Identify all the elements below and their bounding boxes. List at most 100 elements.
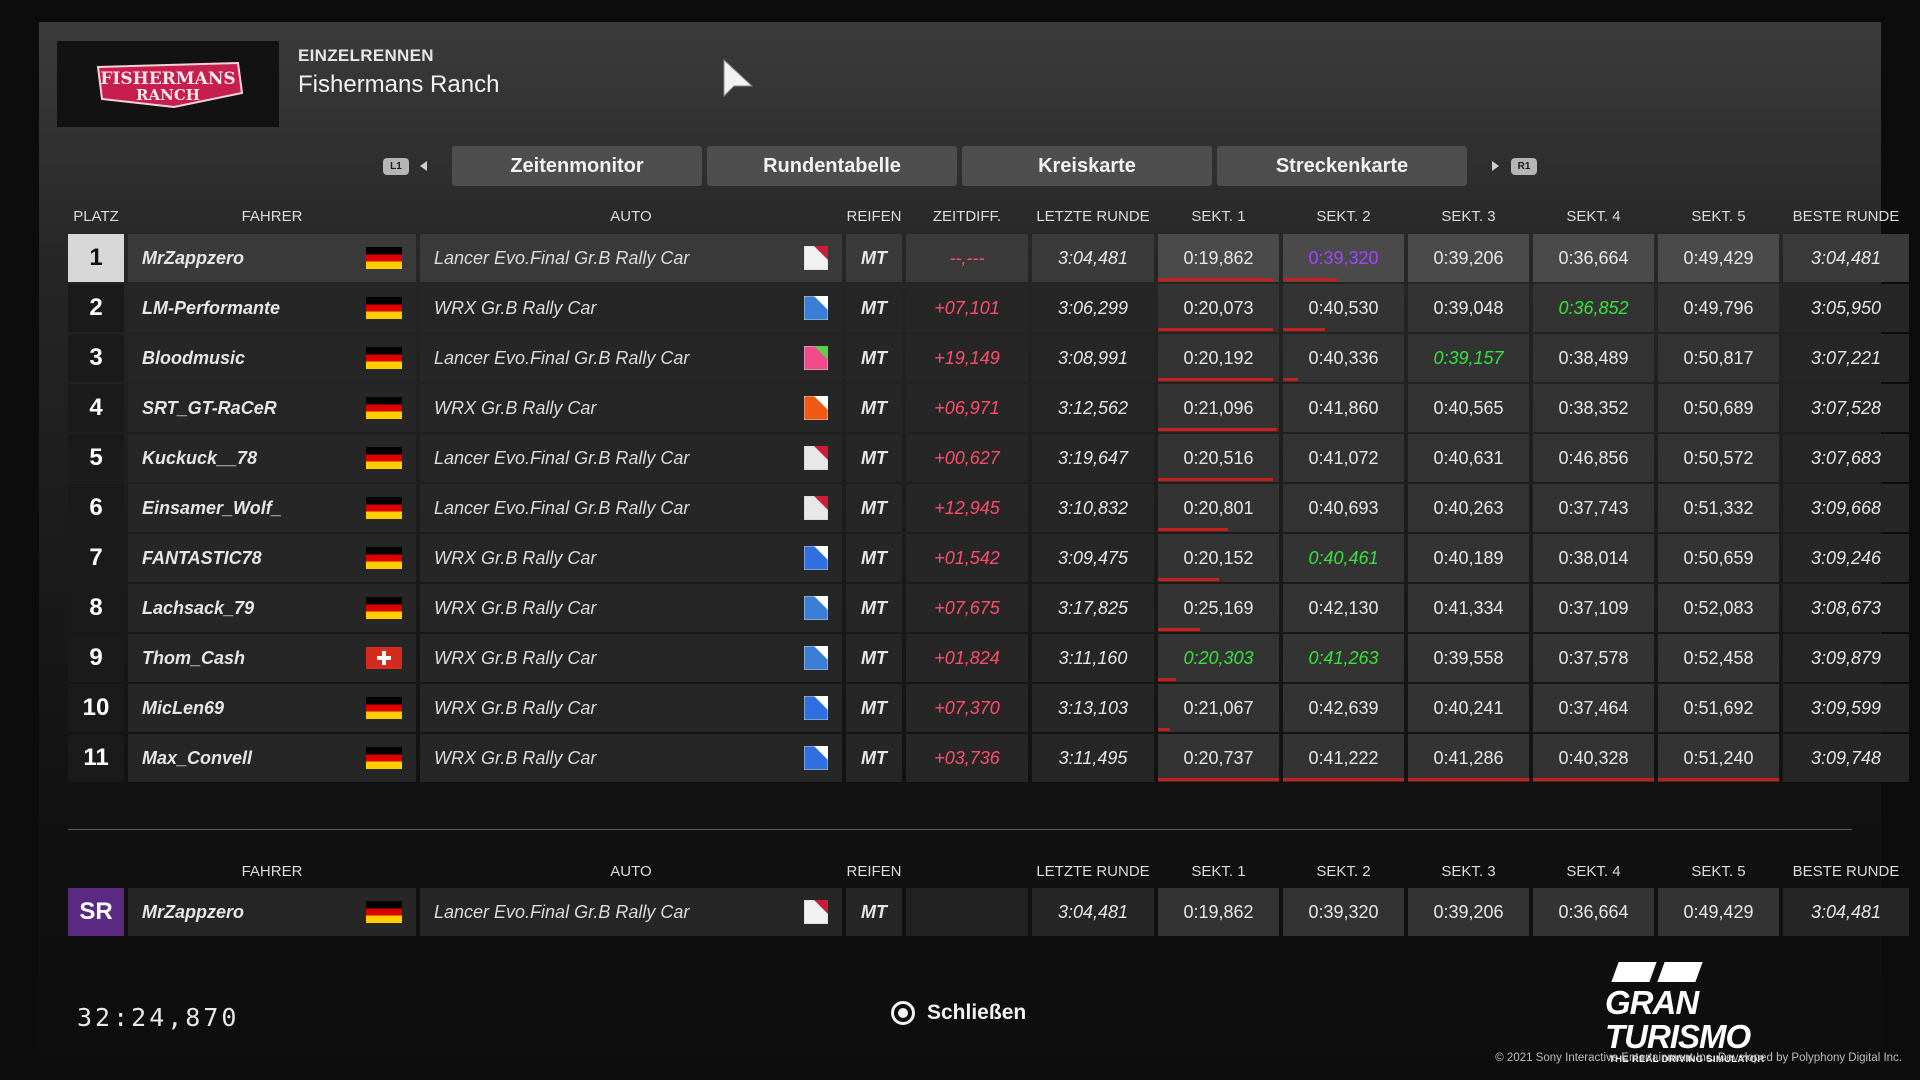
cell-driver: SRT_GT-RaCeR xyxy=(128,384,416,432)
diff-value: +12,945 xyxy=(934,497,1000,518)
cell-tyre: MT xyxy=(846,684,902,732)
cell-tyre: MT xyxy=(846,584,902,632)
table-row[interactable]: 6 Einsamer_Wolf_ Lancer Evo.Final Gr.B Ral… xyxy=(68,484,1909,532)
cell-best: 3:04,481 xyxy=(1783,234,1909,282)
car-value: Lancer Evo.Final Gr.B Rally Car xyxy=(434,901,690,922)
car-livery-icon xyxy=(804,496,828,520)
cell-s1: 0:40,530 xyxy=(1283,284,1404,332)
cell-s3: 0:36,852 xyxy=(1533,284,1654,332)
cell-s2: 0:40,565 xyxy=(1408,384,1529,432)
car-value: Lancer Evo.Final Gr.B Rally Car xyxy=(434,347,690,368)
s4-value: 0:51,332 xyxy=(1683,497,1754,518)
tab-streckenkarte[interactable]: Streckenkarte xyxy=(1217,146,1467,186)
table-row[interactable]: 1 MrZappzero Lancer Evo.Final Gr.B Rally C… xyxy=(68,234,1909,282)
last-value: 3:09,475 xyxy=(1057,547,1129,568)
arrow-right-icon[interactable] xyxy=(1492,161,1499,171)
table-row[interactable]: 7 FANTASTIC78 WRX Gr.B Rally Car MT +01,542 3… xyxy=(68,534,1909,582)
cell-s0: 0:21,096 xyxy=(1158,384,1279,432)
column-header-last: LETZTE RUNDE xyxy=(1036,863,1150,880)
cell-tyre: MT xyxy=(846,384,902,432)
s1-value: 0:40,336 xyxy=(1308,347,1379,368)
car-livery-icon xyxy=(804,396,828,420)
car-livery-icon xyxy=(804,546,828,570)
s1-value: 0:41,072 xyxy=(1308,447,1379,468)
cell-pos: 4 xyxy=(68,384,124,432)
tyre-value: MT xyxy=(861,297,887,318)
record-row[interactable]: SR MrZappzero Lancer Evo.Final Gr.B Rally … xyxy=(68,888,1909,936)
cell-last: 3:04,481 xyxy=(1032,888,1154,936)
tab-zeitenmonitor[interactable]: Zeitenmonitor xyxy=(452,146,702,186)
cell-s4: 0:52,083 xyxy=(1658,584,1779,632)
cell-s0: 0:19,862 xyxy=(1158,888,1279,936)
r1-button-icon[interactable]: R1 xyxy=(1511,158,1537,175)
cell-s3: 0:37,578 xyxy=(1533,634,1654,682)
s1-value: 0:40,461 xyxy=(1308,547,1379,568)
cell-last: 3:06,299 xyxy=(1032,284,1154,332)
s0-value: 0:20,192 xyxy=(1183,347,1254,368)
close-button[interactable]: Schließen xyxy=(891,1001,1026,1025)
cell-s2: 0:40,241 xyxy=(1408,684,1529,732)
cell-car: WRX Gr.B Rally Car xyxy=(420,534,842,582)
table-row[interactable]: 2 LM-Performante WRX Gr.B Rally Car MT +07,1… xyxy=(68,284,1909,332)
cell-s3: 0:37,109 xyxy=(1533,584,1654,632)
column-header-s2: SEKT. 3 xyxy=(1441,208,1496,225)
cell-diff: +00,627 xyxy=(906,434,1028,482)
column-header-s0: SEKT. 1 xyxy=(1191,863,1246,880)
driver-value: Einsamer_Wolf_ xyxy=(142,497,282,518)
table-row[interactable]: 8 Lachsack_79 WRX Gr.B Rally Car MT +07,675 3… xyxy=(68,584,1909,632)
column-header-best: BESTE RUNDE xyxy=(1792,863,1900,880)
column-header-car: AUTO xyxy=(610,208,652,225)
best-value: 3:04,481 xyxy=(1810,247,1882,268)
tab-rundentabelle[interactable]: Rundentabelle xyxy=(707,146,957,186)
cell-s0: 0:20,516 xyxy=(1158,434,1279,482)
cell-s0: 0:20,152 xyxy=(1158,534,1279,582)
tab-kreiskarte[interactable]: Kreiskarte xyxy=(962,146,1212,186)
car-value: WRX Gr.B Rally Car xyxy=(434,597,597,618)
driver-value: MicLen69 xyxy=(142,697,225,718)
diff-value: +01,542 xyxy=(934,547,1000,568)
cell-pos: 8 xyxy=(68,584,124,632)
best-value: 3:09,599 xyxy=(1810,697,1882,718)
column-header-pos: PLATZ xyxy=(73,208,119,225)
s4-value: 0:52,458 xyxy=(1683,647,1754,668)
last-value: 3:10,832 xyxy=(1057,497,1129,518)
diff-value: +19,149 xyxy=(934,347,1000,368)
cell-driver: MicLen69 xyxy=(128,684,416,732)
last-value: 3:19,647 xyxy=(1057,447,1129,468)
cell-s1: 0:41,072 xyxy=(1283,434,1404,482)
cell-driver: MrZappzero xyxy=(128,234,416,282)
table-row[interactable]: 5 Kuckuck__78 Lancer Evo.Final Gr.B Rally … xyxy=(68,434,1909,482)
table-row[interactable]: 3 Bloodmusic Lancer Evo.Final Gr.B Rally C… xyxy=(68,334,1909,382)
german-flag-icon xyxy=(366,697,402,719)
cell-car: WRX Gr.B Rally Car xyxy=(420,284,842,332)
cell-pos: SR xyxy=(68,888,124,936)
column-header-s2: SEKT. 3 xyxy=(1441,863,1496,880)
cell-s2: 0:39,206 xyxy=(1408,234,1529,282)
table-row[interactable]: 10 MicLen69 WRX Gr.B Rally Car MT +07,370 3:1… xyxy=(68,684,1909,732)
cell-diff: +12,945 xyxy=(906,484,1028,532)
pos-value: 8 xyxy=(89,594,103,621)
cell-s2: 0:39,048 xyxy=(1408,284,1529,332)
table-row[interactable]: 4 SRT_GT-RaCeR WRX Gr.B Rally Car MT +06,971… xyxy=(68,384,1909,432)
car-value: WRX Gr.B Rally Car xyxy=(434,297,597,318)
arrow-left-icon[interactable] xyxy=(420,161,427,171)
car-livery-icon xyxy=(804,596,828,620)
table-row[interactable]: 9 Thom_Cash WRX Gr.B Rally Car MT +01,824 3:1… xyxy=(68,634,1909,682)
table-row[interactable]: 11 Max_Convell WRX Gr.B Rally Car MT +03,736… xyxy=(68,734,1909,782)
column-header-last: LETZTE RUNDE xyxy=(1036,208,1150,225)
column-header-tyre: REIFEN xyxy=(846,863,902,880)
cell-car: Lancer Evo.Final Gr.B Rally Car xyxy=(420,234,842,282)
last-value: 3:08,991 xyxy=(1057,347,1129,368)
s1-value: 0:39,320 xyxy=(1308,247,1379,268)
cell-s4: 0:50,817 xyxy=(1658,334,1779,382)
driver-value: SRT_GT-RaCeR xyxy=(142,397,277,418)
pointer-cursor-icon xyxy=(723,58,754,98)
l1-button-icon[interactable]: L1 xyxy=(383,158,409,175)
cell-s1: 0:40,693 xyxy=(1283,484,1404,532)
s4-value: 0:50,689 xyxy=(1683,397,1754,418)
cell-tyre: MT xyxy=(846,434,902,482)
s3-value: 0:36,664 xyxy=(1558,247,1629,268)
cell-best: 3:09,246 xyxy=(1783,534,1909,582)
column-header-s3: SEKT. 4 xyxy=(1566,208,1621,225)
cell-best: 3:04,481 xyxy=(1783,888,1909,936)
